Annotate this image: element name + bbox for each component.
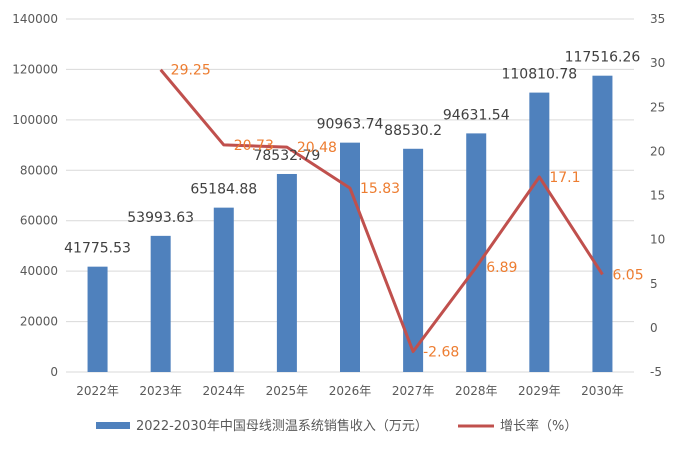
bar-value-label: 78532.79: [253, 148, 320, 164]
x-tick-label: 2026年: [329, 384, 372, 398]
x-tick-label: 2024年: [203, 384, 246, 398]
x-tick-label: 2027年: [392, 384, 435, 398]
right-tick-label: 30: [650, 56, 665, 70]
right-tick-label: -5: [650, 365, 662, 379]
right-tick-label: 20: [650, 144, 665, 158]
growth-rate-line: [159, 68, 604, 354]
rate-value-label: 6.89: [486, 260, 517, 276]
rate-value-label: 20.48: [297, 140, 337, 156]
rate-value-label: -2.68: [423, 345, 459, 361]
x-tick-label: 2030年: [581, 384, 624, 398]
rate-value-label: 29.25: [171, 63, 211, 79]
rate-value-label: 17.1: [549, 170, 580, 186]
left-tick-label: 20000: [20, 315, 58, 329]
x-tick-label: 2029年: [518, 384, 561, 398]
bar-value-label: 53993.63: [127, 210, 194, 226]
x-tick-label: 2022年: [76, 384, 119, 398]
left-tick-label: 0: [50, 365, 58, 379]
bar-value-label: 65184.88: [190, 182, 257, 198]
rate-value-label: 6.05: [612, 267, 643, 283]
revenue-bars: [87, 75, 613, 372]
right-axis-ticks: -5 0 5 10 15 20 25 30 35: [650, 12, 665, 379]
legend-swatch-revenue: [96, 422, 130, 429]
bar-data-labels: 41775.53 53993.63 65184.88 78532.79 90963.74…: [64, 50, 640, 257]
left-tick-label: 80000: [20, 163, 58, 177]
left-tick-label: 60000: [20, 214, 58, 228]
legend-label-revenue: 2022-2030年中国母线测温系统销售收入（万元）: [136, 418, 428, 434]
bar: [529, 92, 550, 372]
bar-value-label: 90963.74: [317, 117, 384, 133]
bar-value-label: 41775.53: [64, 241, 131, 257]
bar: [150, 235, 171, 372]
right-tick-label: 5: [650, 277, 658, 291]
bar-value-label: 88530.2: [384, 123, 442, 139]
legend-label-growth: 增长率（%）: [500, 418, 577, 434]
x-tick-label: 2023年: [139, 384, 182, 398]
right-tick-label: 10: [650, 233, 665, 247]
right-tick-label: 0: [650, 321, 658, 335]
left-tick-label: 100000: [12, 113, 58, 127]
x-tick-label: 2025年: [266, 384, 309, 398]
bar: [87, 266, 108, 372]
rate-value-label: 15.83: [360, 181, 400, 197]
bar-value-label: 110810.78: [501, 67, 577, 83]
bar-value-label: 94631.54: [443, 107, 510, 123]
rate-value-label: 20.73: [234, 138, 274, 154]
bar: [466, 133, 487, 372]
legend: 2022-2030年中国母线测温系统销售收入（万元） 增长率（%）: [96, 418, 577, 434]
bar: [592, 75, 613, 372]
bar-value-label: 117516.26: [565, 50, 641, 66]
bar: [213, 207, 234, 372]
left-tick-label: 120000: [12, 62, 58, 76]
bar: [276, 173, 297, 372]
bar: [340, 142, 360, 372]
x-axis-ticks: 2022年 2023年 2024年 2025年 2026年 2027年 2028年 2029年…: [76, 384, 623, 398]
x-tick-label: 2028年: [455, 384, 498, 398]
left-tick-label: 140000: [12, 12, 58, 26]
growth-rate-polyline: [159, 68, 604, 354]
right-tick-label: 25: [650, 100, 665, 114]
left-axis-ticks: 0 20000 40000 60000 80000 100000 120000 140000: [12, 12, 58, 379]
bar: [403, 148, 424, 372]
rate-data-labels: 29.25 20.73 20.48 15.83 -2.68 6.89 17.1 6.05: [171, 63, 644, 361]
right-tick-label: 35: [650, 12, 665, 26]
right-tick-label: 15: [650, 189, 665, 203]
left-tick-label: 40000: [20, 264, 58, 278]
